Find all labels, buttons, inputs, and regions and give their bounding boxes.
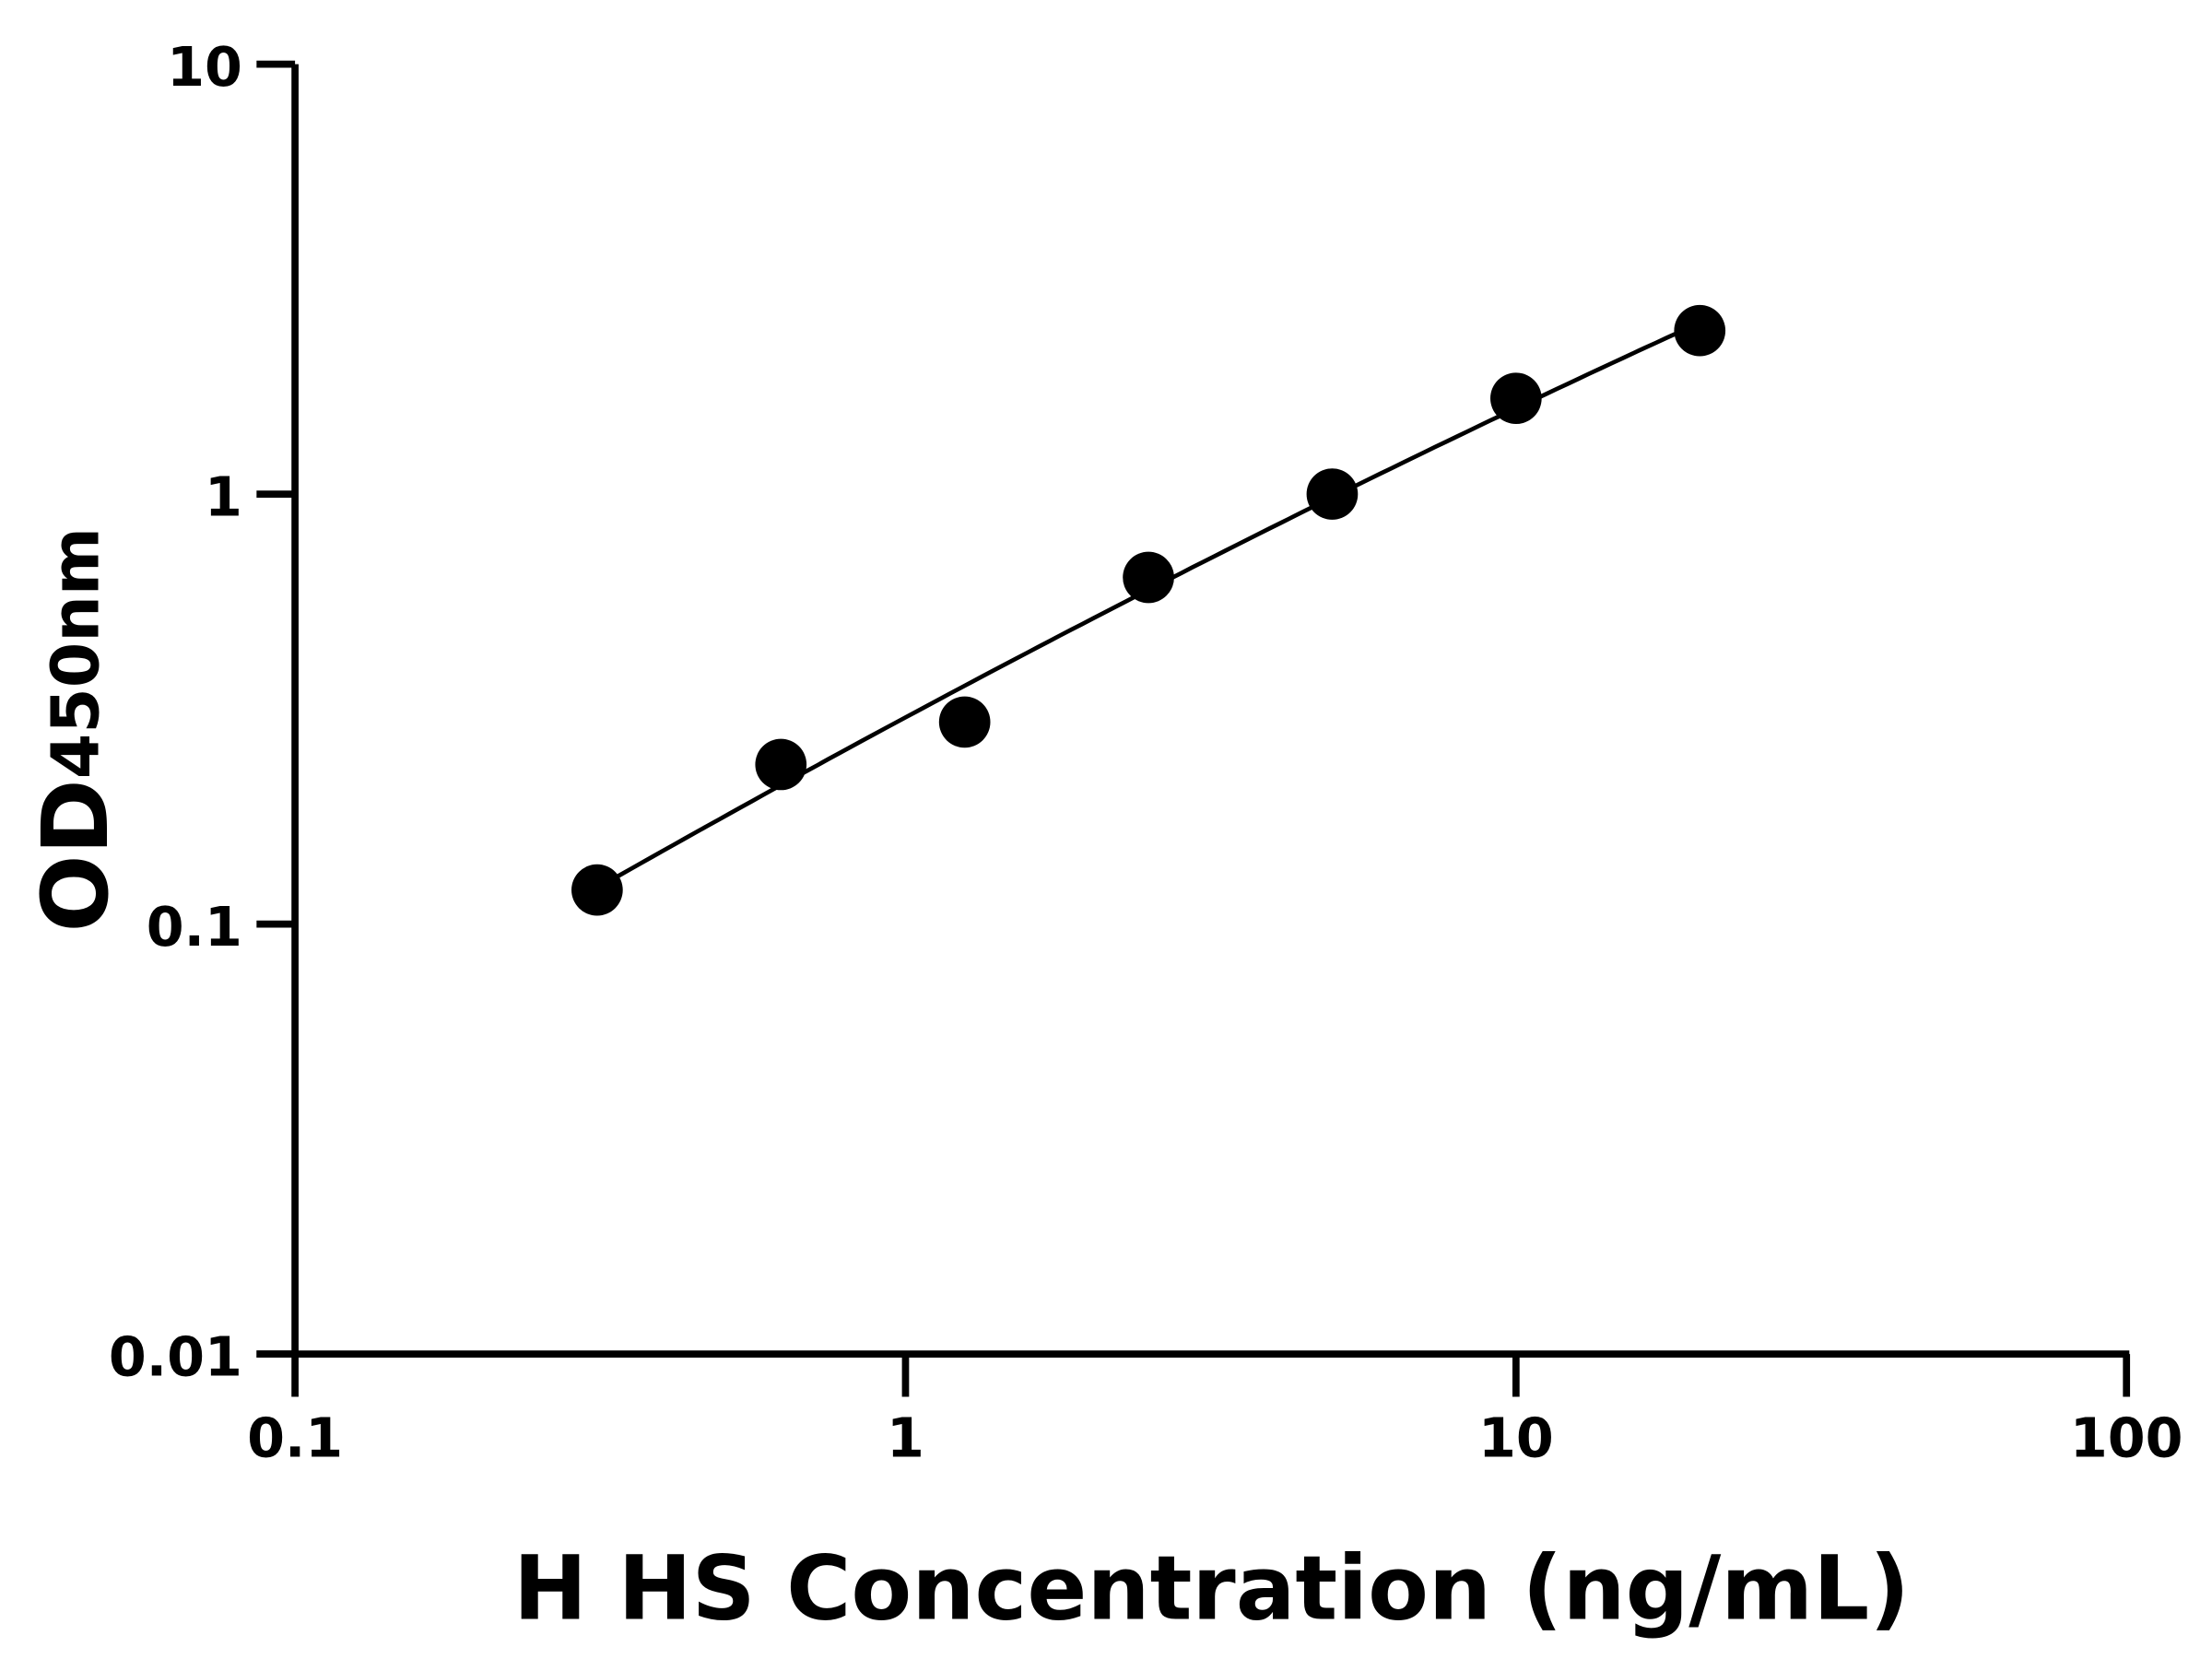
y-tick-label: 0.01 xyxy=(109,1324,242,1388)
data-point xyxy=(1490,372,1542,425)
y-axis-label-main: OD xyxy=(23,779,129,932)
data-point xyxy=(571,864,623,916)
x-tick-label: 10 xyxy=(1478,1406,1554,1469)
y-axis-label-sub: 450nm xyxy=(38,527,114,779)
data-point xyxy=(938,696,991,748)
y-axis-label: OD450nm xyxy=(23,527,129,932)
data-point xyxy=(1674,304,1726,357)
y-tick-label: 10 xyxy=(167,35,242,99)
x-tick-label: 1 xyxy=(887,1406,924,1469)
x-tick-label: 100 xyxy=(2070,1406,2183,1469)
axes xyxy=(256,64,2130,1358)
x-tick-label: 0.1 xyxy=(247,1406,343,1469)
data-point xyxy=(755,738,807,791)
data-point xyxy=(1306,468,1359,520)
y-tick-label: 0.1 xyxy=(147,895,242,959)
data-point xyxy=(1123,551,1174,604)
y-tick-label: 1 xyxy=(205,465,242,528)
x-axis-label: H HS Concentration (ng/mL) xyxy=(513,1537,1910,1641)
